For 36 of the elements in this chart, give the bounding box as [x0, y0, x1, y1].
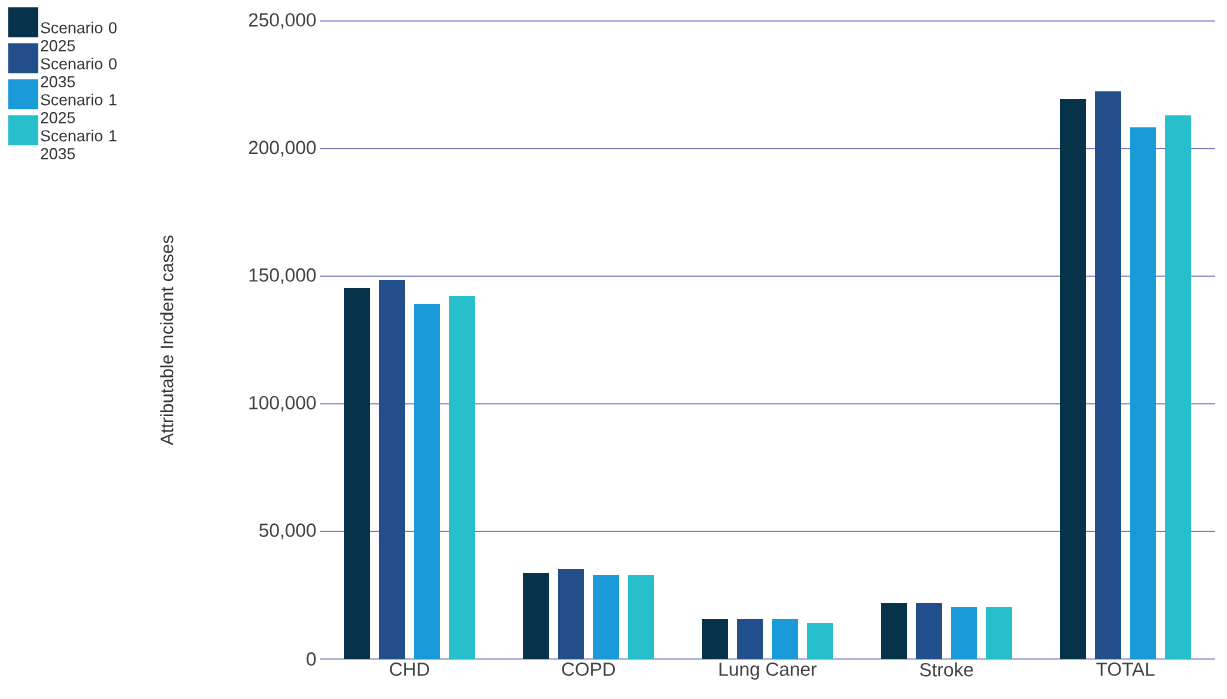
bar	[702, 618, 728, 659]
bar	[344, 287, 370, 659]
bar	[1165, 115, 1192, 659]
bar	[379, 280, 405, 659]
bar	[951, 606, 978, 659]
y-tick-label: 200,000	[249, 140, 316, 157]
bar	[986, 606, 1013, 659]
bar	[772, 618, 798, 659]
bar	[628, 575, 654, 659]
legend-label: Scenario 0 2025	[40, 21, 117, 52]
x-tick-label: TOTAL	[1096, 662, 1155, 676]
bar	[1060, 99, 1087, 659]
y-axis-title: Attributable Incident cases	[160, 235, 174, 446]
y-tick-label: 150,000	[249, 268, 316, 285]
bar	[881, 603, 907, 659]
y-tick-label: 0	[306, 652, 316, 666]
x-tick-label: CHD	[389, 662, 430, 676]
bar	[1095, 91, 1122, 659]
x-tick-label: COPD	[562, 662, 615, 676]
x-tick-label: Lung Caner	[719, 662, 817, 680]
y-tick-label: 250,000	[249, 13, 316, 29]
bar	[737, 618, 763, 659]
bar	[558, 568, 584, 659]
legend-label: Scenario 1 2035	[40, 129, 117, 160]
bar	[593, 575, 619, 659]
legend-label: Scenario 1 2025	[40, 93, 117, 124]
bar	[523, 573, 549, 659]
bar	[807, 623, 833, 659]
y-tick-label: 100,000	[249, 395, 316, 412]
bar	[1130, 127, 1157, 659]
bar	[916, 603, 943, 659]
y-tick-label: 50,000	[259, 523, 316, 540]
legend-label: Scenario 0 2035	[40, 57, 117, 88]
x-tick-label: Stroke	[920, 662, 974, 677]
bar	[414, 304, 440, 659]
bar	[449, 296, 475, 659]
